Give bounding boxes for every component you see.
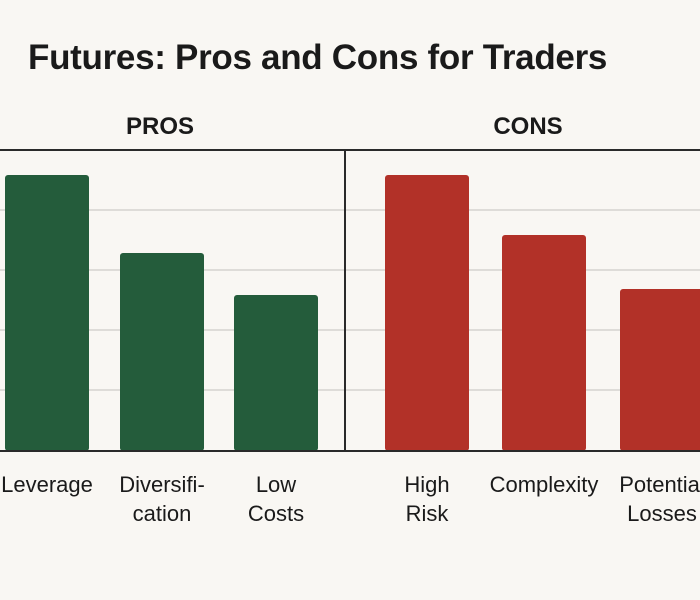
cons-panel-title: CONS bbox=[493, 113, 563, 140]
pros-bar bbox=[234, 295, 318, 451]
x-tick-label: Potential Losses bbox=[619, 472, 700, 526]
x-tick-label: Diversifi- cation bbox=[119, 472, 205, 526]
pros-bar bbox=[5, 175, 89, 451]
cons-bar bbox=[385, 175, 469, 451]
pros-bar bbox=[120, 253, 204, 451]
x-tick-label: High Risk bbox=[404, 472, 450, 526]
x-tick-label: Complexity bbox=[489, 472, 599, 497]
x-tick-label: Low Costs bbox=[247, 472, 305, 526]
chart-title: Futures: Pros and Cons for Traders bbox=[28, 38, 608, 77]
x-tick-label: Leverage bbox=[1, 472, 93, 497]
cons-bar bbox=[620, 289, 700, 451]
pros-panel-title: PROS bbox=[125, 113, 195, 140]
cons-bar bbox=[502, 235, 586, 451]
